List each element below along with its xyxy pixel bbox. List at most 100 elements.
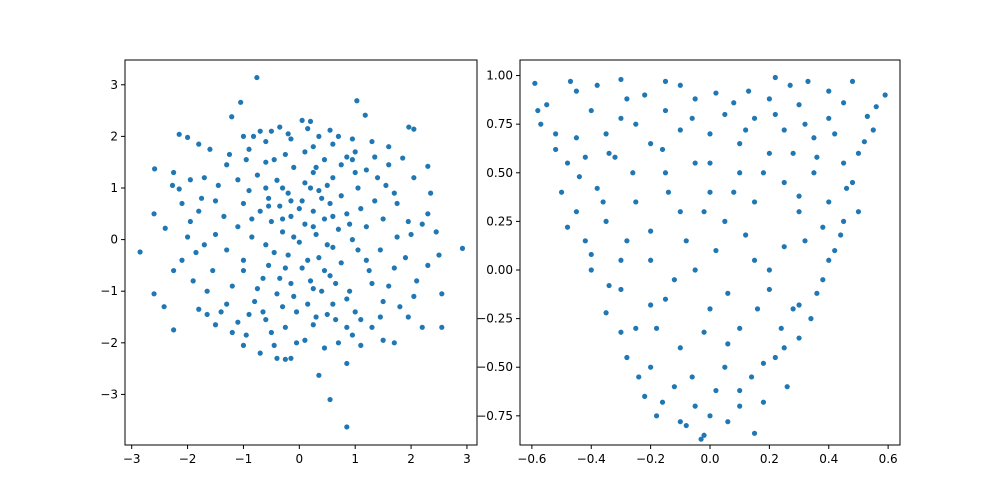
data-point xyxy=(321,267,328,274)
data-point xyxy=(344,154,350,160)
data-point xyxy=(302,149,308,155)
data-point xyxy=(722,111,728,118)
data-point xyxy=(250,133,257,139)
data-point xyxy=(618,115,624,121)
data-point xyxy=(366,267,372,274)
data-point xyxy=(344,360,350,367)
data-point xyxy=(692,267,698,273)
data-point xyxy=(698,436,704,442)
y-tick-label: 0.75 xyxy=(486,117,513,131)
data-point xyxy=(855,209,862,215)
data-point xyxy=(330,175,336,181)
data-point xyxy=(840,100,847,106)
data-point xyxy=(406,124,412,130)
data-point xyxy=(402,255,409,261)
data-point xyxy=(263,316,269,323)
data-point xyxy=(692,96,698,102)
data-point xyxy=(772,111,778,118)
x-tick-label: 0.2 xyxy=(760,452,779,466)
data-point xyxy=(787,82,793,88)
data-point xyxy=(636,374,642,380)
data-point xyxy=(820,224,826,230)
data-point xyxy=(436,252,442,258)
data-point xyxy=(176,186,182,192)
data-point xyxy=(662,78,669,84)
data-point xyxy=(624,354,630,361)
data-point xyxy=(778,325,784,331)
y-tick-label: 2 xyxy=(110,129,118,143)
data-point xyxy=(316,133,322,139)
data-point xyxy=(588,107,594,114)
data-point xyxy=(553,146,559,153)
y-tick-label: 3 xyxy=(110,78,118,92)
data-point xyxy=(573,209,580,215)
data-point xyxy=(840,218,847,224)
y-tick-label: 1.00 xyxy=(486,69,513,83)
data-point xyxy=(288,136,294,142)
data-point xyxy=(246,187,252,194)
data-point xyxy=(204,311,210,318)
data-point xyxy=(310,169,316,176)
data-point xyxy=(240,267,247,274)
data-point xyxy=(201,175,207,181)
data-point xyxy=(796,209,802,215)
data-point xyxy=(573,88,580,94)
data-point xyxy=(176,131,182,137)
data-point xyxy=(707,131,713,137)
data-point xyxy=(386,162,392,168)
data-point xyxy=(187,177,193,183)
data-point xyxy=(224,301,230,307)
data-point xyxy=(603,131,609,137)
x-tick-label: 1 xyxy=(351,452,359,466)
data-point xyxy=(843,185,850,191)
data-point xyxy=(302,221,308,227)
data-point xyxy=(826,199,832,205)
data-point xyxy=(305,301,311,307)
data-point xyxy=(814,290,820,296)
x-tick-label: 0 xyxy=(296,452,304,466)
data-point xyxy=(731,100,737,106)
data-point xyxy=(224,247,230,253)
data-point xyxy=(683,422,689,429)
data-point xyxy=(642,92,648,98)
data-point xyxy=(713,247,719,254)
y-tick-label: 0.00 xyxy=(486,263,513,277)
data-point xyxy=(299,198,305,204)
data-point xyxy=(603,218,609,224)
data-point xyxy=(630,170,636,176)
data-point xyxy=(299,117,305,123)
data-point xyxy=(277,124,283,130)
data-point xyxy=(814,154,820,160)
data-point xyxy=(790,306,796,312)
data-point xyxy=(677,345,683,351)
data-point xyxy=(229,283,235,289)
data-point xyxy=(349,332,355,338)
data-point xyxy=(737,141,743,147)
data-point xyxy=(743,127,749,133)
data-point xyxy=(151,211,157,217)
x-tick-label: −2 xyxy=(179,452,197,466)
data-point xyxy=(260,275,266,281)
data-point xyxy=(642,393,648,399)
data-point xyxy=(722,364,728,370)
x-tick-label: −3 xyxy=(123,452,141,466)
data-point xyxy=(826,115,832,121)
data-point xyxy=(321,216,328,222)
data-point xyxy=(324,182,330,189)
data-point xyxy=(659,399,666,405)
data-point xyxy=(235,177,241,183)
data-point xyxy=(279,304,286,310)
data-point xyxy=(377,247,383,253)
data-point xyxy=(305,126,311,132)
data-point xyxy=(731,189,737,195)
data-point xyxy=(252,298,258,305)
x-tick-label: −0.2 xyxy=(636,452,665,466)
data-point xyxy=(751,199,758,205)
data-point xyxy=(293,340,300,346)
data-point xyxy=(374,175,381,181)
data-point xyxy=(161,304,167,310)
data-point xyxy=(327,396,333,403)
data-point xyxy=(751,115,758,121)
data-point xyxy=(307,118,314,125)
data-point xyxy=(692,403,698,409)
